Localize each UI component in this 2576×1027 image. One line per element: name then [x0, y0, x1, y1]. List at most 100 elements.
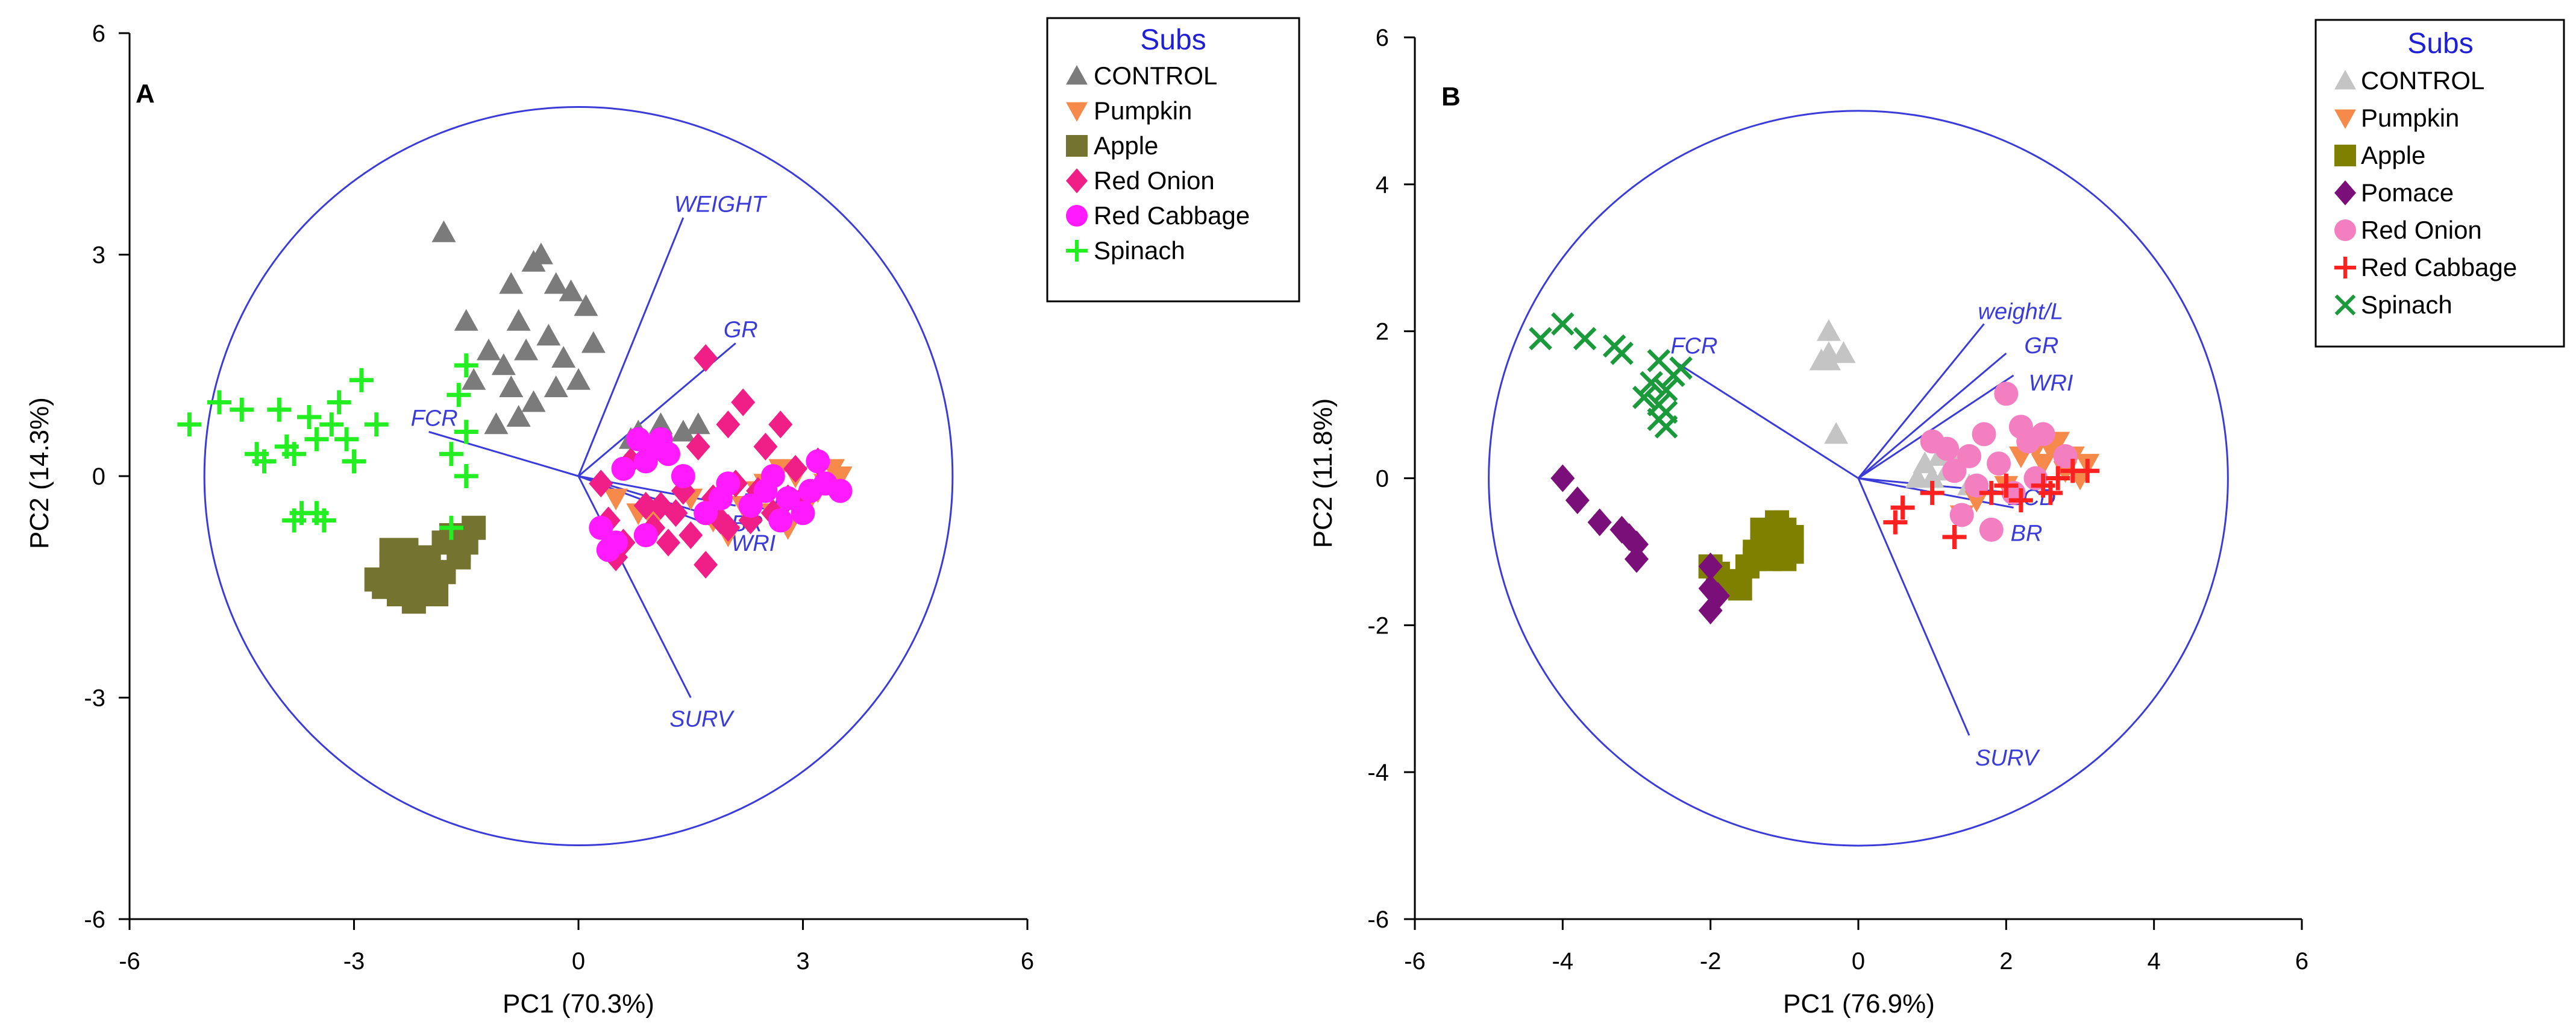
legend-box	[2314, 19, 2565, 348]
vector-label: GR	[2024, 333, 2058, 359]
data-point	[447, 383, 471, 407]
data-point	[678, 521, 703, 549]
data-point	[2075, 459, 2100, 483]
legend-item: Spinach	[1066, 236, 1185, 265]
data-point	[791, 501, 815, 526]
data-point	[708, 486, 733, 510]
legend-marker	[2334, 180, 2356, 206]
data-point	[267, 397, 292, 422]
x-tick-label: -6	[1404, 948, 1426, 975]
data-point	[753, 433, 778, 460]
data-point	[499, 272, 524, 294]
legend: Subs CONTROL Pumpkin Apple Pomace Red Onion R…	[2314, 19, 2565, 348]
data-point	[342, 449, 366, 474]
legend-marker	[2334, 109, 2356, 129]
data-point	[581, 331, 606, 353]
data-point	[694, 501, 718, 526]
legend-item: Pomace	[2334, 178, 2454, 207]
legend-label: Spinach	[2361, 291, 2452, 319]
x-tick-label: -3	[343, 948, 365, 975]
data-point	[1625, 530, 1649, 559]
series-spinach	[177, 353, 478, 540]
data-point	[177, 412, 202, 437]
legend-marker	[1066, 205, 1088, 227]
data-point	[379, 538, 404, 562]
data-point	[1573, 327, 1597, 351]
data-point	[768, 410, 793, 439]
y-tick-label: 6	[1376, 25, 1389, 51]
data-point	[454, 353, 478, 378]
data-point	[394, 574, 419, 599]
data-point	[274, 435, 299, 459]
data-point	[536, 324, 561, 346]
legend-marker	[1066, 102, 1088, 122]
legend-label: Apple	[1094, 131, 1158, 160]
x-tick-label: 6	[1021, 948, 1034, 975]
legend-item: Apple	[1066, 131, 1158, 160]
data-point	[716, 514, 741, 542]
loading-vector	[1858, 353, 2007, 479]
y-tick-label: 4	[1376, 172, 1389, 198]
legend-marker	[2334, 257, 2356, 278]
legend-item: Pumpkin	[2334, 104, 2459, 132]
series-pomace	[1550, 464, 1730, 624]
series-spinach	[1529, 312, 1693, 439]
loading-vector	[1858, 374, 2014, 479]
data-point	[364, 412, 389, 437]
data-point	[1669, 356, 1693, 380]
data-point	[207, 390, 231, 415]
series-red-cabbage	[589, 427, 853, 562]
data-point	[1987, 451, 2011, 476]
legend-label: Apple	[2361, 141, 2425, 169]
legend-title: Subs	[2407, 28, 2473, 60]
legend-marker	[1066, 168, 1088, 193]
legend-marker	[2334, 145, 2356, 166]
legend-marker	[1066, 135, 1088, 157]
data-point	[671, 464, 695, 488]
series-apple	[364, 515, 486, 614]
data-point	[506, 405, 531, 427]
legend-marker	[1066, 65, 1088, 85]
legend-label: Pumpkin	[2361, 104, 2459, 132]
axes-group: -6 -3 0 3 6 -6 -3 0 3 6	[84, 20, 1034, 975]
x-tick-label: -2	[1700, 948, 1722, 975]
data-point	[648, 412, 673, 435]
legend-item: Pumpkin	[1066, 96, 1192, 125]
data-point	[1750, 517, 1775, 542]
data-point	[1920, 480, 1945, 505]
x-tick-label: -6	[119, 948, 140, 975]
data-point	[738, 494, 763, 518]
data-point	[1949, 503, 1974, 527]
vector-label: WRI	[2029, 371, 2073, 396]
data-point	[686, 433, 710, 460]
vector-label: GR	[724, 318, 758, 343]
series-red-cabbage	[1883, 459, 2100, 550]
data-point	[409, 553, 434, 577]
data-point	[521, 390, 546, 412]
x-axis-label: PC1 (76.9%)	[1783, 989, 1935, 1019]
data-point	[297, 405, 321, 429]
legend-label: CONTROL	[2361, 66, 2484, 95]
legend-label: Red Onion	[2361, 216, 2482, 244]
data-point	[1647, 349, 1671, 372]
data-point	[506, 309, 531, 331]
vector-label: WRI	[731, 531, 776, 556]
legend: Subs CONTROL Pumpkin Apple Red Onion Red Cab…	[1046, 17, 1300, 303]
data-point	[544, 272, 568, 294]
data-point	[566, 368, 591, 390]
y-axis-label: PC2 (14.3%)	[25, 397, 54, 549]
data-point	[1890, 495, 1915, 520]
data-point	[424, 582, 449, 606]
legend-marker	[2334, 70, 2356, 90]
y-tick-label: 6	[92, 20, 105, 47]
data-point	[1565, 486, 1590, 515]
y-tick-label: 0	[92, 463, 105, 490]
data-point	[1698, 552, 1723, 580]
legend-item: Red Cabbage	[2334, 253, 2517, 281]
data-point	[731, 388, 756, 416]
y-tick-label: 2	[1376, 319, 1389, 345]
data-point	[484, 412, 509, 435]
data-point	[364, 567, 389, 592]
